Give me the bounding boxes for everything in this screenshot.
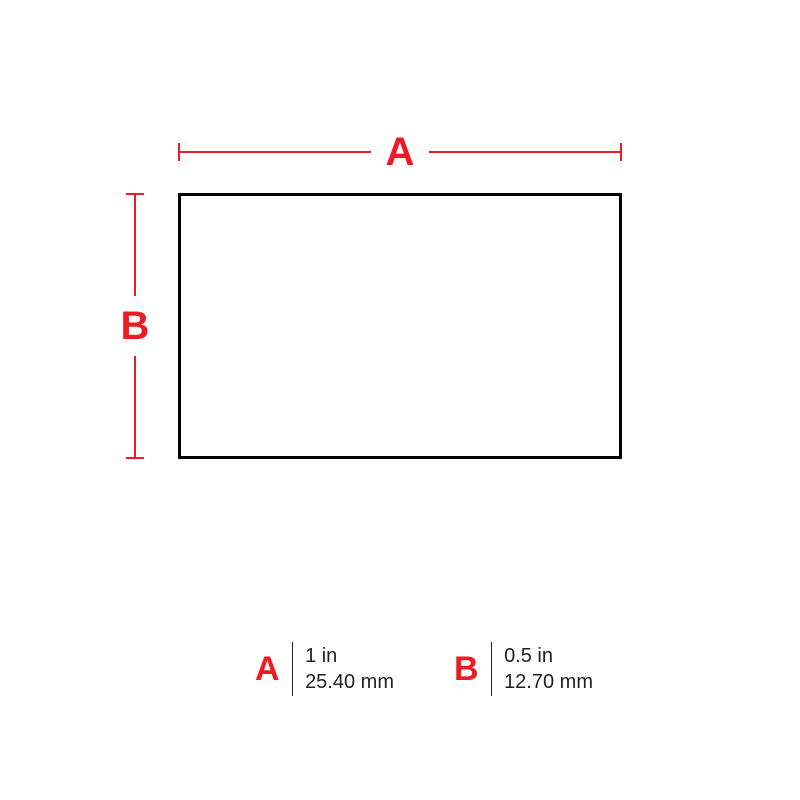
legend-item-a: A 1 in 25.40 mm [255, 642, 394, 696]
dim-a-line-left [178, 151, 371, 153]
dim-b-cap-bottom [126, 457, 144, 459]
dim-a-label-wrap: A [372, 132, 429, 172]
label-rectangle [178, 193, 622, 459]
dimension-legend: A 1 in 25.40 mm B 0.5 in 12.70 mm [255, 642, 593, 696]
diagram-canvas: A B A 1 in 25.40 mm B 0.5 in 12.70 [0, 0, 800, 800]
legend-a-inches: 1 in [305, 643, 394, 669]
legend-b-mm: 12.70 mm [504, 669, 593, 695]
dim-b-label: B [121, 304, 150, 348]
dim-b-line-top [134, 193, 136, 296]
legend-a-mm: 25.40 mm [305, 669, 394, 695]
legend-key-a: A [255, 650, 292, 689]
dim-a-line-right [429, 151, 622, 153]
legend-values-a: 1 in 25.40 mm [293, 643, 394, 695]
legend-key-b: B [454, 650, 491, 689]
dimension-a: A [178, 127, 622, 177]
dimension-b: B [110, 193, 160, 459]
legend-b-inches: 0.5 in [504, 643, 593, 669]
dim-b-label-wrap: B [121, 296, 150, 356]
dim-a-label: A [386, 130, 415, 174]
legend-values-b: 0.5 in 12.70 mm [492, 643, 593, 695]
dim-b-line-bottom [134, 356, 136, 459]
dim-a-cap-right [620, 143, 622, 161]
legend-item-b: B 0.5 in 12.70 mm [454, 642, 593, 696]
